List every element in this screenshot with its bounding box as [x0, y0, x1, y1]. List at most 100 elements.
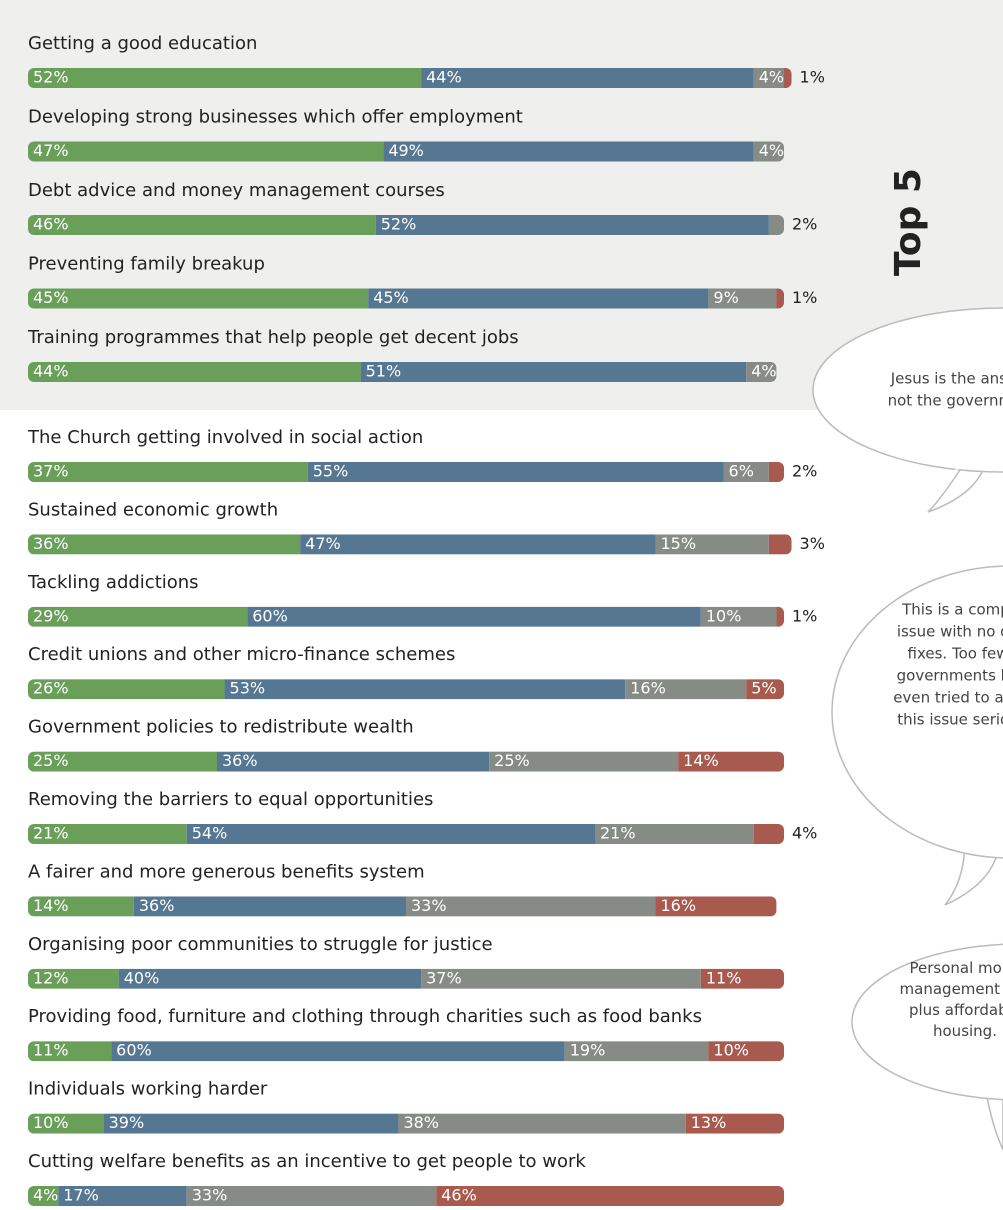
value-label: 47%: [33, 141, 69, 160]
bar-row: [28, 968, 784, 989]
value-label: 14%: [683, 751, 719, 770]
bar-row: [28, 1186, 784, 1206]
value-label: 44%: [33, 362, 69, 381]
bar-row: [28, 896, 777, 917]
value-label: 55%: [313, 462, 349, 481]
bar-segment: [398, 1113, 686, 1134]
bar-segment: [307, 462, 724, 482]
bar-segment: [489, 751, 679, 772]
value-label: 60%: [116, 1041, 152, 1060]
category-label: The Church getting involved in social ac…: [27, 427, 423, 448]
bar-segment: [28, 534, 301, 555]
value-label: 44%: [426, 68, 462, 87]
category-label: Debt advice and money management courses: [28, 180, 445, 201]
bar-segment: [28, 968, 119, 989]
bar-row: [28, 288, 784, 309]
value-label: 36%: [139, 896, 175, 915]
value-label: 4%: [33, 1186, 58, 1205]
value-label: 49%: [388, 141, 424, 160]
bar-row: [28, 141, 784, 162]
bar-segment: [685, 1113, 784, 1134]
bar-segment: [368, 288, 709, 309]
bar-segment: [28, 824, 187, 844]
bar-segment: [28, 896, 134, 917]
bar-segment: [360, 362, 747, 382]
bar-segment: [28, 1041, 112, 1062]
value-label: 52%: [381, 215, 417, 234]
bar-segment: [625, 679, 747, 700]
value-label: 21%: [33, 824, 69, 843]
value-label: 52%: [33, 68, 69, 87]
bubble: [851, 943, 1003, 1151]
bar-row: [28, 462, 784, 482]
value-label: 21%: [600, 824, 636, 843]
bar-row: [28, 1041, 784, 1062]
category-label: Organising poor communities to struggle …: [28, 934, 493, 955]
bar-row: [28, 215, 784, 235]
bar-segment: [406, 896, 656, 917]
bar-segment: [746, 679, 784, 700]
category-label: Individuals working harder: [28, 1079, 268, 1100]
bar-segment: [436, 1186, 784, 1206]
bar-segment: [655, 896, 777, 917]
value-label: 13%: [691, 1113, 727, 1132]
value-label: 45%: [33, 288, 69, 307]
bar-row: [28, 824, 784, 844]
value-label: 2%: [792, 462, 817, 481]
bar-segment: [708, 1041, 784, 1062]
bar-row: [28, 679, 784, 700]
category-label: Providing food, furniture and clothing t…: [28, 1006, 702, 1027]
value-label: 11%: [33, 1041, 69, 1060]
bar-segment: [186, 824, 595, 844]
bar-segment: [28, 1186, 59, 1206]
value-label: 60%: [252, 606, 288, 625]
value-label: 37%: [426, 968, 462, 987]
category-label: Government policies to redistribute weal…: [28, 717, 414, 738]
bar-segment: [723, 462, 769, 482]
bar-segment: [421, 968, 701, 989]
bar-row: [28, 606, 784, 627]
value-label: 15%: [660, 534, 696, 553]
bar-segment: [595, 824, 754, 844]
category-label: Preventing family breakup: [28, 254, 265, 275]
bubble-text: management is v: [900, 980, 1003, 998]
value-label: 6%: [729, 462, 754, 481]
bar-segment: [133, 896, 406, 917]
bar-segment: [28, 288, 369, 309]
bar-segment: [103, 1113, 399, 1134]
category-label: Cutting welfare benefits as an incentive…: [28, 1151, 586, 1172]
bubble-text: Jesus is the answ: [890, 370, 1003, 388]
bubble-text: issue with no qu: [897, 623, 1003, 641]
bar-segment: [708, 288, 777, 309]
bar-segment: [111, 1041, 565, 1062]
bar-segment: [375, 215, 769, 235]
value-label: 1%: [792, 606, 817, 625]
category-label: A fairer and more generous benefits syst…: [28, 861, 425, 882]
value-label: 25%: [33, 751, 69, 770]
value-label: 11%: [706, 968, 742, 987]
value-label: 2%: [792, 215, 817, 234]
bar-row: [28, 362, 777, 382]
value-label: 19%: [570, 1041, 606, 1060]
bubble-text: This is a compl: [901, 601, 1003, 619]
bar-segment: [383, 141, 754, 162]
value-label: 1%: [800, 68, 825, 87]
value-label: 4%: [759, 141, 784, 160]
value-label: 46%: [441, 1186, 477, 1205]
value-label: 33%: [411, 896, 447, 915]
category-label: Removing the barriers to equal opportuni…: [28, 789, 433, 810]
value-label: 38%: [403, 1113, 439, 1132]
value-label: 9%: [713, 288, 738, 307]
bar-segment: [58, 1186, 187, 1206]
value-label: 26%: [33, 679, 69, 698]
bubble-text: even tried to add: [893, 689, 1003, 707]
bar-segment: [678, 751, 784, 772]
category-label: Developing strong businesses which offer…: [28, 107, 523, 128]
value-label: 47%: [305, 534, 341, 553]
value-label: 3%: [800, 534, 825, 553]
bar-segment: [753, 824, 784, 844]
bar-segment: [300, 534, 656, 555]
bar-segment: [564, 1041, 709, 1062]
bar-segment: [753, 68, 784, 88]
bar-segment: [768, 534, 792, 555]
